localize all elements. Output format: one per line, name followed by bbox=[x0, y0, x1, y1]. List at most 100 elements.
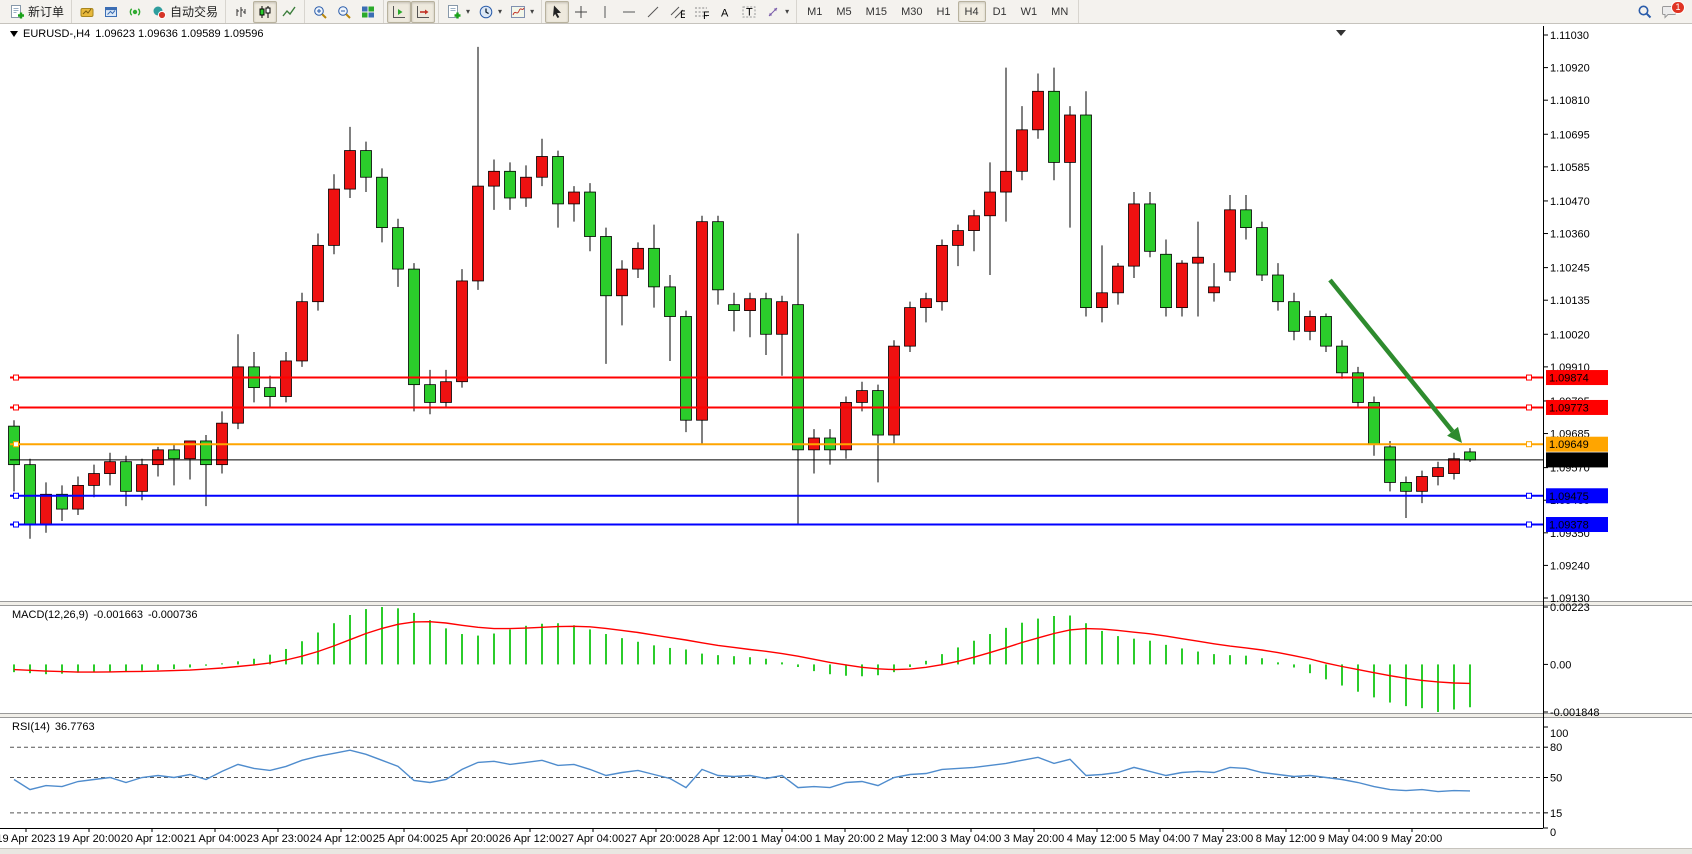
cursor-tool-button[interactable] bbox=[545, 0, 570, 23]
timeframe-m30-button[interactable]: M30 bbox=[901, 5, 923, 18]
chart-shift-button[interactable] bbox=[411, 0, 436, 23]
horizontal-line-1.09378[interactable]: 1.09378 bbox=[10, 517, 1608, 533]
fibonacci-tool-button[interactable]: F bbox=[689, 1, 713, 23]
candle-body bbox=[56, 493, 68, 510]
svg-text:5 May 04:00: 5 May 04:00 bbox=[1130, 833, 1191, 845]
svg-text:1.10020: 1.10020 bbox=[1550, 329, 1590, 341]
auto-scroll-button[interactable] bbox=[387, 0, 412, 23]
indicators-button[interactable]: ▾ bbox=[506, 1, 538, 23]
horizontal-line-1.09874[interactable]: 1.09874 bbox=[10, 370, 1608, 386]
candle-body bbox=[1000, 170, 1012, 193]
text-tool-button[interactable]: A bbox=[713, 1, 737, 23]
symbol-ohlc-values: 1.09623 1.09636 1.09589 1.09596 bbox=[95, 28, 264, 40]
candle-body bbox=[200, 440, 212, 466]
timeframe-w1-button[interactable]: W1 bbox=[1020, 5, 1038, 18]
text-label-tool-button[interactable]: T bbox=[737, 1, 761, 23]
svg-text:1.10920: 1.10920 bbox=[1550, 63, 1590, 75]
one-click-collapse-icon[interactable] bbox=[10, 31, 18, 37]
trendline-tool-button[interactable] bbox=[641, 1, 665, 23]
vertical-line-tool-button[interactable] bbox=[593, 1, 617, 23]
candle-body bbox=[360, 150, 372, 178]
timeframe-mn-button[interactable]: MN bbox=[1051, 5, 1069, 18]
candle-body bbox=[1080, 114, 1092, 309]
line-chart-type-icon bbox=[281, 4, 297, 20]
notification-badge[interactable]: 1 bbox=[1670, 0, 1685, 14]
svg-text:26 Apr 12:00: 26 Apr 12:00 bbox=[499, 833, 561, 845]
notifications-button[interactable]: 1 bbox=[1657, 0, 1685, 23]
svg-text:1.09874: 1.09874 bbox=[1549, 373, 1589, 385]
crosshair-tool-button[interactable] bbox=[569, 1, 593, 23]
signals-button[interactable] bbox=[123, 1, 147, 23]
svg-text:1.10245: 1.10245 bbox=[1550, 263, 1590, 275]
pane-separator-rsi[interactable] bbox=[0, 713, 1692, 718]
timeframe-m5-button[interactable]: M5 bbox=[836, 5, 852, 18]
timeframe-h4-button[interactable]: H4 bbox=[957, 1, 986, 22]
auto-scroll-icon bbox=[391, 4, 407, 20]
toolbar-group-timeframes: M1 M5 M15 M30 H1 H4 D1 W1 MN bbox=[797, 0, 1080, 23]
svg-text:19 Apr 20:00: 19 Apr 20:00 bbox=[58, 833, 120, 845]
chart-window-button[interactable] bbox=[99, 1, 123, 23]
candle-body bbox=[1160, 253, 1172, 309]
zoom-out-button[interactable] bbox=[332, 1, 356, 23]
arrows-tool-button[interactable]: ▾ bbox=[761, 1, 793, 23]
search-button[interactable] bbox=[1632, 1, 1657, 23]
candle-body bbox=[1368, 402, 1380, 445]
periods-icon bbox=[478, 4, 494, 20]
candle-body bbox=[584, 191, 596, 237]
candle-body bbox=[488, 170, 500, 187]
svg-text:23 Apr 23:00: 23 Apr 23:00 bbox=[247, 833, 309, 845]
trend-arrow-annotation[interactable] bbox=[1328, 278, 1462, 443]
toolbar-group-drawing-tools: E F A T ▾ bbox=[542, 0, 798, 23]
svg-text:1.10135: 1.10135 bbox=[1550, 295, 1590, 307]
candle-body bbox=[552, 156, 564, 205]
svg-text:3 May 04:00: 3 May 04:00 bbox=[941, 833, 1002, 845]
svg-text:-0.001848: -0.001848 bbox=[1550, 707, 1600, 719]
equidistant-channel-tool-button[interactable]: E bbox=[665, 1, 689, 23]
pane-separator-macd[interactable] bbox=[0, 601, 1692, 606]
new-order-button[interactable]: 新订单 bbox=[5, 1, 68, 23]
bar-chart-type-button[interactable] bbox=[229, 1, 253, 23]
svg-text:2 May 12:00: 2 May 12:00 bbox=[878, 833, 939, 845]
candle-body bbox=[1448, 458, 1460, 474]
svg-text:1.09130: 1.09130 bbox=[1550, 593, 1590, 605]
horizontal-line-1.09649[interactable]: 1.09649 bbox=[10, 436, 1608, 452]
autotrading-button[interactable]: 自动交易 bbox=[147, 1, 222, 23]
candle-body bbox=[376, 176, 388, 229]
timeframe-d1-button[interactable]: D1 bbox=[992, 5, 1007, 18]
horizontal-line-1.09475[interactable]: 1.09475 bbox=[10, 488, 1608, 504]
templates-button[interactable]: ▾ bbox=[442, 1, 474, 23]
zoom-in-button[interactable] bbox=[308, 1, 332, 23]
candle-body bbox=[1016, 129, 1028, 172]
svg-text:20 Apr 12:00: 20 Apr 12:00 bbox=[121, 833, 183, 845]
chart-shift-marker[interactable] bbox=[1336, 30, 1346, 36]
candle-body bbox=[296, 301, 308, 362]
candle-body bbox=[920, 298, 932, 309]
candle-body bbox=[40, 493, 52, 525]
macd-axis: 0.00223 0.00 -0.001848 bbox=[1543, 602, 1600, 719]
candle-body bbox=[1240, 209, 1252, 229]
horizontal-line-tool-button[interactable] bbox=[617, 1, 641, 23]
candle-body bbox=[1032, 90, 1044, 131]
horizontal-line-1.09773[interactable]: 1.09773 bbox=[10, 399, 1608, 415]
candle-body bbox=[776, 301, 788, 335]
chart-canvas[interactable]: 1.11030 1.10920 1.10810 1.10695 1.10585 1.104… bbox=[0, 24, 1692, 854]
candle-chart-type-button[interactable] bbox=[253, 0, 278, 23]
periods-button[interactable]: ▾ bbox=[474, 1, 506, 23]
horizontal-line-1.09596[interactable]: 1.09596 bbox=[10, 452, 1608, 468]
line-chart-type-button[interactable] bbox=[277, 1, 301, 23]
line-handle bbox=[13, 492, 19, 499]
candle-body bbox=[648, 247, 660, 288]
tile-windows-button[interactable] bbox=[356, 1, 380, 23]
candle-body bbox=[616, 268, 628, 297]
svg-text:0.00223: 0.00223 bbox=[1550, 602, 1590, 614]
time-axis[interactable]: 19 Apr 2023 19 Apr 20:00 20 Apr 12:00 21 Ap… bbox=[0, 829, 1442, 845]
profiles-button[interactable] bbox=[75, 1, 99, 23]
candle-body bbox=[1048, 90, 1060, 163]
timeframe-h1-button[interactable]: H1 bbox=[936, 5, 951, 18]
timeframe-m15-button[interactable]: M15 bbox=[865, 5, 888, 18]
timeframe-m1-button[interactable]: M1 bbox=[807, 5, 823, 18]
candle-chart-type-icon bbox=[257, 4, 273, 20]
candle-body bbox=[1192, 256, 1204, 264]
svg-text:1.10360: 1.10360 bbox=[1550, 229, 1590, 241]
crosshair-icon bbox=[573, 4, 589, 20]
